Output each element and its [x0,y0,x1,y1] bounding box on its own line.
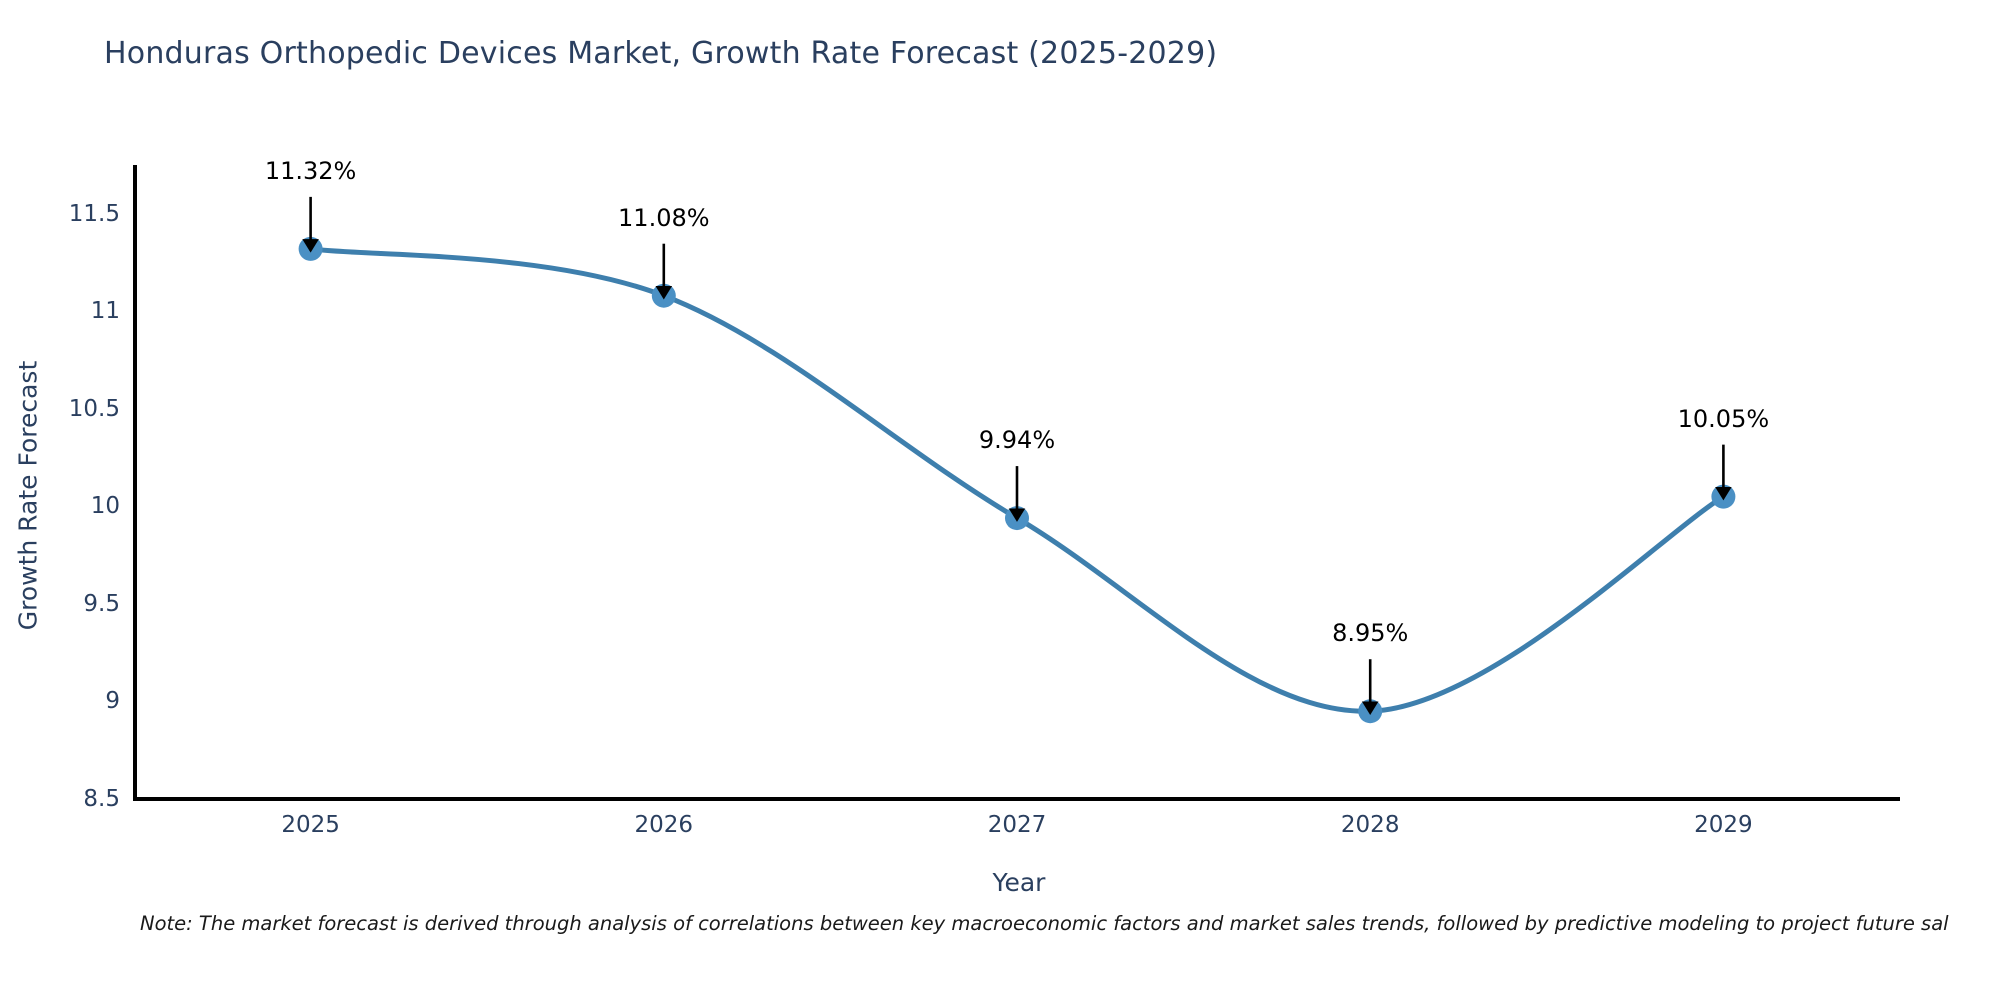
x-axis-spine [133,797,1900,801]
data-point-label: 8.95% [1332,619,1409,648]
x-axis-tick-label: 2028 [1340,812,1400,838]
y-axis-spine [133,165,137,801]
data-point-label: 10.05% [1677,404,1770,433]
y-axis-tick-label: 10 [90,493,120,520]
data-point-label: 11.32% [264,156,357,185]
chart-title: Honduras Orthopedic Devices Market, Grow… [104,36,1218,71]
chart-footnote: Note: The market forecast is derived thr… [140,912,1949,935]
y-axis-tick-label: 9.5 [83,590,120,617]
x-axis-tick-label: 2025 [281,812,340,838]
x-axis-tick-labels: 2025 2026 2027 2028 2029 [0,812,2000,852]
x-axis-tick-label: 2026 [634,812,694,838]
y-axis-tick-label: 10.5 [68,395,120,422]
x-axis-title: Year [992,868,1046,897]
x-axis-tick-label: 2027 [987,812,1047,838]
y-axis-tick-label: 9 [105,688,120,715]
x-axis-tick-label: 2029 [1694,812,1753,838]
y-axis-tick-labels: 8.5 9 9.5 10 10.5 11 11.5 [0,0,120,1000]
y-axis-tick-label: 11.5 [68,200,120,227]
y-axis-tick-label: 11 [90,298,120,325]
data-point-label: 11.08% [618,203,710,232]
y-axis-tick-label: 8.5 [83,786,120,812]
data-point-label: 9.94% [978,426,1056,455]
